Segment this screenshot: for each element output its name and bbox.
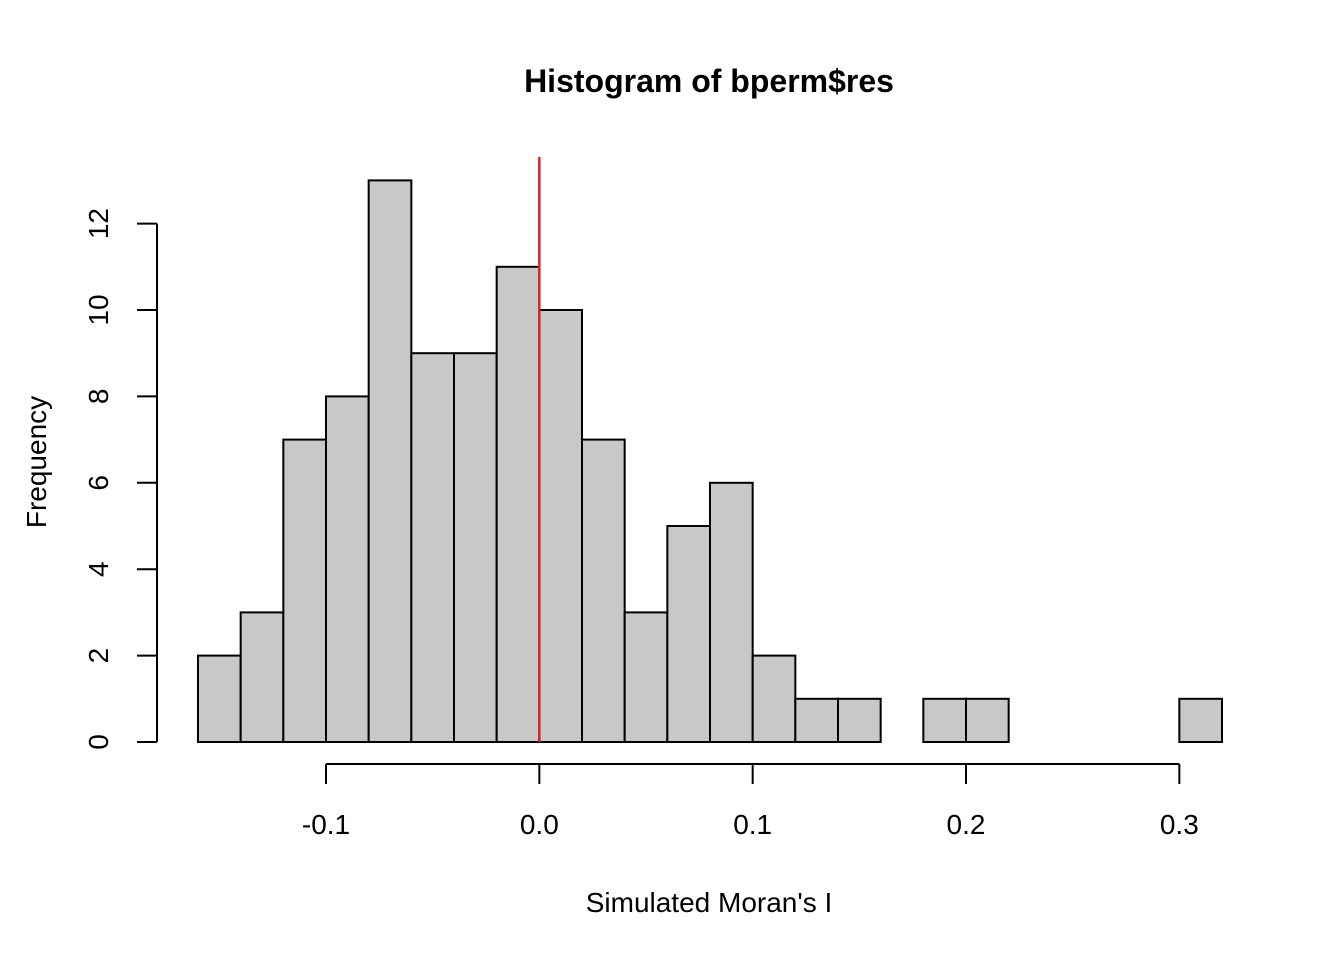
histogram-bar [282,438,328,743]
histogram-bar [794,697,839,743]
histogram-bar [1178,697,1224,743]
y-tick-label: 12 [83,208,114,239]
x-tick-label: 0.1 [733,809,772,840]
y-tick-label: 2 [83,648,114,664]
x-tick-label: 0.2 [947,809,986,840]
x-tick-label: 0.3 [1160,809,1199,840]
histogram-bar [623,611,669,744]
histogram-bar [837,697,882,743]
bars-group [197,179,1224,744]
x-tick-label: -0.1 [302,809,350,840]
x-axis: -0.1 0.0 0.1 0.2 0.3 [302,763,1199,840]
y-tick-label: 0 [83,734,114,750]
histogram-bar [410,352,456,743]
y-axis: 0 2 4 6 8 10 12 [83,208,158,750]
histogram-bar [666,525,711,743]
histogram-bar [751,654,797,743]
histogram-bar [239,611,285,744]
x-tick-label: 0.0 [520,809,559,840]
histogram-bar [197,654,242,743]
histogram-bar [453,352,498,743]
histogram-bar [709,481,754,743]
y-tick-label: 8 [83,389,114,405]
chart-title: Histogram of bperm$res [524,63,894,99]
y-tick-label: 10 [83,294,114,325]
y-tick-label: 4 [83,561,114,577]
histogram-bar [581,438,626,743]
histogram-bar [325,395,370,743]
x-axis-label: Simulated Moran's I [586,887,833,918]
y-axis-label: Frequency [21,396,52,528]
histogram-bar [367,179,413,743]
histogram-bar [538,309,583,743]
y-tick-label: 6 [83,475,114,491]
histogram-bar [965,697,1010,743]
histogram-bar [495,265,541,743]
histogram-bar [922,697,967,743]
